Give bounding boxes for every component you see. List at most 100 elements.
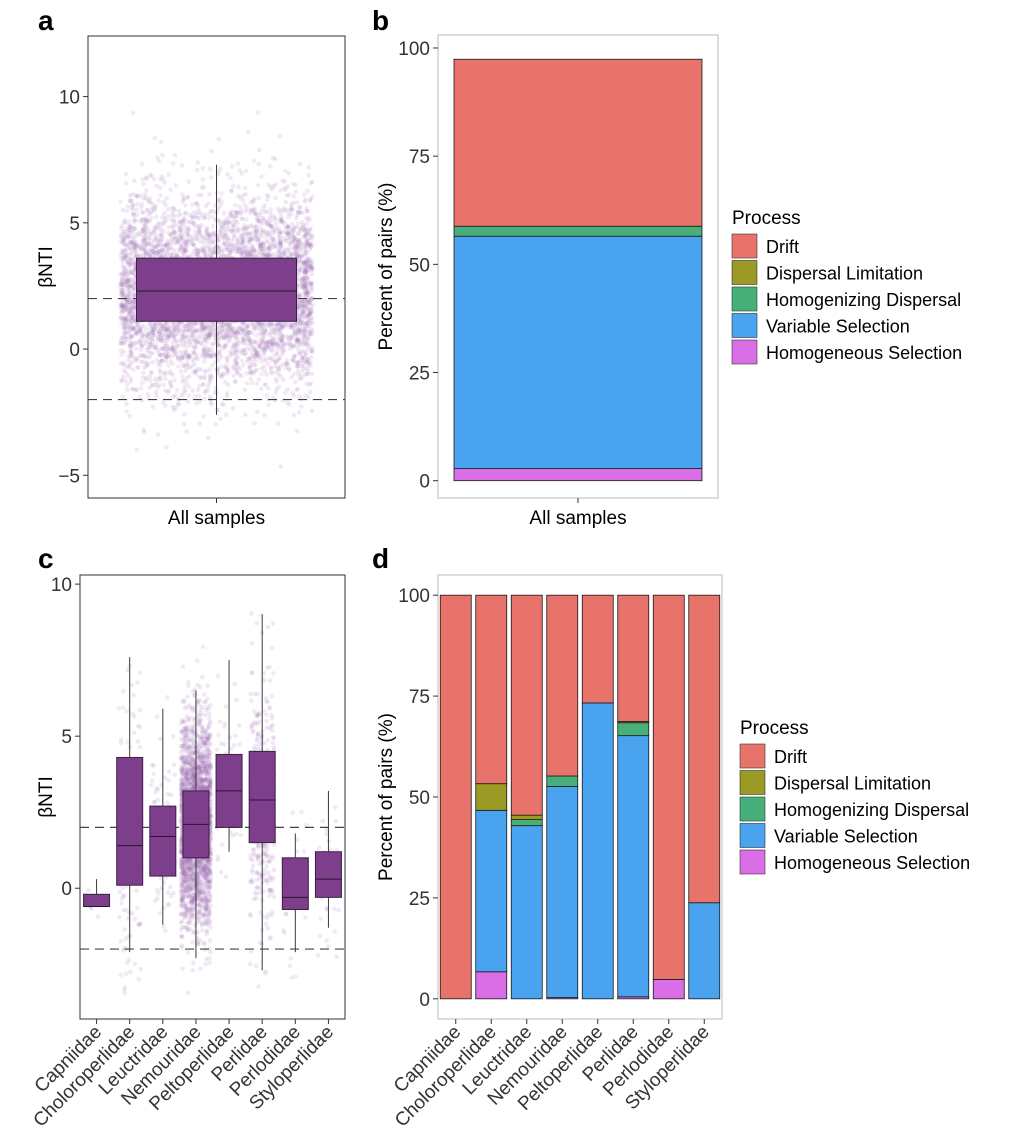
jitter-point <box>152 322 158 327</box>
jitter-point <box>305 356 310 362</box>
jitter-point <box>159 139 164 145</box>
jitter-point <box>170 404 175 410</box>
jitter-point <box>241 347 247 353</box>
jitter-point <box>245 332 250 337</box>
jitter-point <box>139 324 144 329</box>
jitter-point <box>235 361 240 366</box>
jitter-point <box>178 342 183 348</box>
jitter-point <box>196 393 202 399</box>
jitter-point <box>157 377 163 383</box>
jitter-point <box>131 299 136 304</box>
jitter-point <box>191 242 196 247</box>
jitter-point <box>306 298 312 304</box>
jitter-point <box>285 230 291 236</box>
jitter-point <box>124 307 129 313</box>
jitter-point <box>124 246 130 252</box>
jitter-point <box>280 323 285 329</box>
jitter-point <box>295 338 300 343</box>
jitter-point <box>155 237 161 242</box>
jitter-point <box>262 322 268 328</box>
jitter-point <box>140 375 146 380</box>
jitter-point <box>279 352 285 357</box>
jitter-point <box>287 250 292 255</box>
jitter-point <box>206 236 212 241</box>
jitter-point <box>216 198 222 204</box>
jitter-point <box>242 387 247 393</box>
jitter-point <box>308 307 314 312</box>
jitter-point <box>194 167 200 173</box>
jitter-point <box>131 298 136 304</box>
jitter-point <box>128 240 134 245</box>
jitter-point <box>130 270 135 276</box>
jitter-point <box>161 372 166 377</box>
jitter-point <box>292 234 297 240</box>
jitter-point <box>289 221 295 227</box>
jitter-point <box>196 206 201 212</box>
jitter-point <box>121 229 126 234</box>
jitter-point <box>222 253 228 258</box>
jitter-point <box>233 356 239 362</box>
jitter-point <box>156 350 162 356</box>
jitter-point <box>147 385 152 391</box>
jitter-point <box>128 300 134 306</box>
jitter-point <box>153 233 159 238</box>
jitter-point <box>268 365 274 370</box>
jitter-point <box>216 325 222 330</box>
jitter-point <box>301 333 307 339</box>
jitter-point <box>274 243 279 249</box>
jitter-point <box>176 328 182 333</box>
jitter-point <box>262 412 267 418</box>
jitter-point <box>125 278 130 284</box>
jitter-point <box>142 239 148 244</box>
jitter-point <box>120 394 125 400</box>
jitter-point <box>130 202 135 207</box>
jitter-point <box>128 362 133 367</box>
jitter-point <box>162 210 167 216</box>
jitter-point <box>304 342 310 348</box>
jitter-point <box>270 371 275 376</box>
jitter-point <box>134 194 140 199</box>
jitter-point <box>307 198 313 203</box>
jitter-point <box>238 241 243 246</box>
jitter-point <box>149 215 154 221</box>
jitter-point <box>281 343 286 349</box>
jitter-point <box>205 384 211 389</box>
jitter-point <box>161 221 166 227</box>
jitter-point <box>176 323 181 329</box>
jitter-point <box>304 264 310 269</box>
jitter-point <box>304 237 310 243</box>
jitter-point <box>130 313 136 318</box>
jitter-point <box>172 407 177 413</box>
jitter-point <box>146 211 152 217</box>
jitter-point <box>298 339 303 345</box>
jitter-point <box>185 323 191 329</box>
jitter-point <box>120 317 126 322</box>
jitter-point <box>189 241 195 247</box>
jitter-point <box>142 246 148 252</box>
jitter-point <box>149 209 154 214</box>
jitter-point <box>298 312 304 317</box>
jitter-point <box>197 399 203 405</box>
jitter-point <box>156 385 161 390</box>
jitter-point <box>231 373 236 378</box>
jitter-point <box>272 327 278 333</box>
jitter-point <box>243 209 249 214</box>
jitter-point <box>142 192 148 197</box>
jitter-point <box>242 332 248 337</box>
jitter-point <box>242 337 247 343</box>
jitter-point <box>195 237 200 242</box>
jitter-point <box>119 223 124 229</box>
jitter-point <box>204 339 210 345</box>
jitter-point <box>293 242 299 247</box>
jitter-point <box>309 348 315 354</box>
jitter-point <box>163 242 168 248</box>
jitter-point <box>131 280 137 286</box>
jitter-point <box>166 334 171 340</box>
jitter-point <box>253 362 258 367</box>
jitter-point <box>273 195 278 201</box>
jitter-point <box>293 243 298 249</box>
jitter-point <box>230 405 236 411</box>
jitter-point <box>219 200 225 205</box>
jitter-point <box>201 346 206 352</box>
jitter-point <box>170 239 176 245</box>
